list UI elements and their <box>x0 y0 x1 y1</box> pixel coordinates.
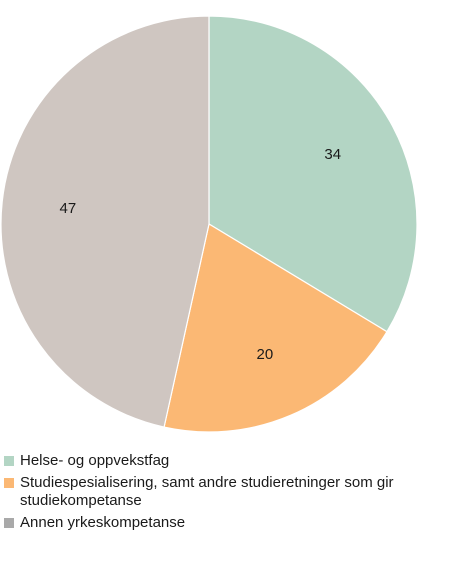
legend-item-helse: Helse- og oppvekstfag <box>4 452 448 470</box>
legend-item-annen: Annen yrkeskompetanse <box>4 514 448 532</box>
data-label-studiespesialisering: 20 <box>257 346 274 363</box>
legend-swatch-helse <box>4 456 14 466</box>
legend-label-annen: Annen yrkeskompetanse <box>20 514 186 531</box>
pie-slices <box>0 15 418 433</box>
data-label-helse: 34 <box>324 146 341 163</box>
legend: Helse- og oppvekstfag Studiespesialiseri… <box>4 452 448 536</box>
legend-label-helse: Helse- og oppvekstfag <box>20 452 170 469</box>
data-label-annen: 47 <box>59 200 76 217</box>
legend-swatch-annen <box>4 518 14 528</box>
pie-slice-studiespesialisering <box>163 223 388 433</box>
legend-item-studiespesialisering: Studiespesialisering, samt andre studier… <box>4 474 448 510</box>
legend-swatch-studiespesialisering <box>4 478 14 488</box>
pie-slice-helse <box>208 15 418 333</box>
pie-slice-annen <box>0 15 210 428</box>
legend-label-studiespesialisering: Studiespesialisering, samt andre studier… <box>20 474 394 509</box>
pie-chart: 34 20 47 <box>0 15 418 433</box>
pie-data-labels: 34 20 47 <box>59 146 341 363</box>
